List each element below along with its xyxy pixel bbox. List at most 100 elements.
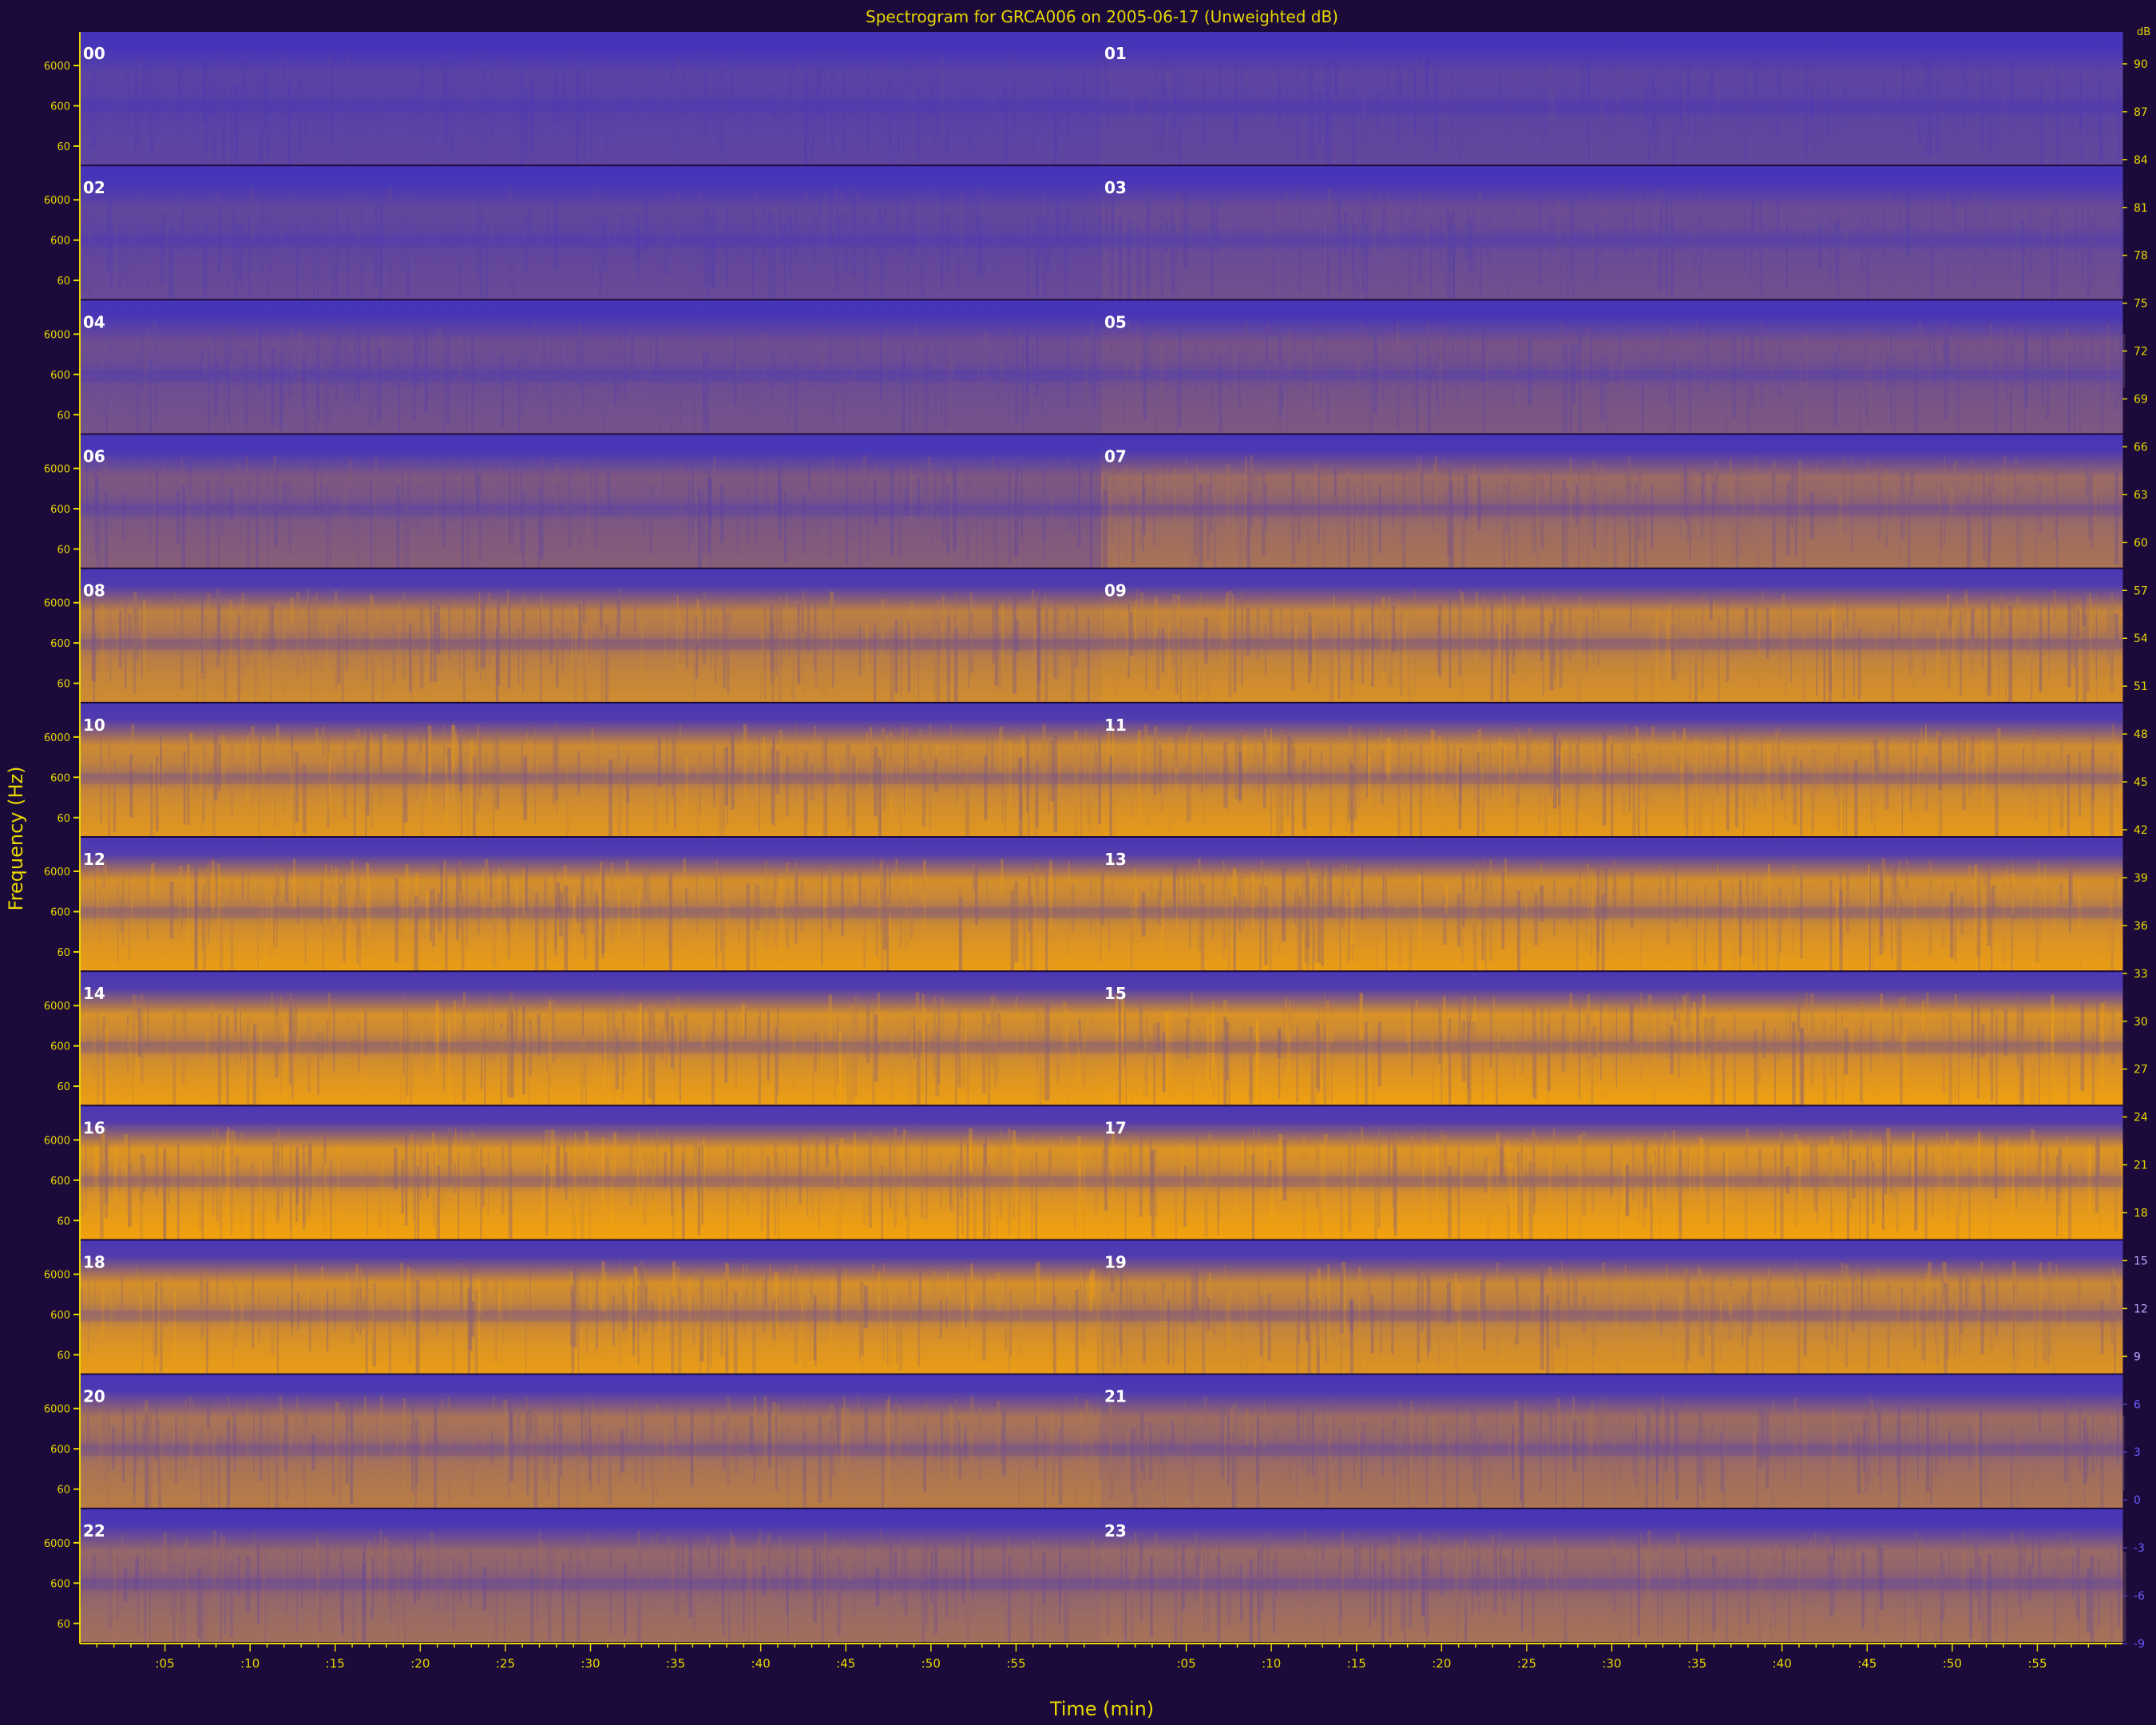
spectral-streak — [779, 878, 784, 963]
spectral-streak — [298, 69, 303, 163]
spectral-streak — [403, 1273, 406, 1336]
spectral-streak — [947, 214, 950, 276]
spectral-streak — [2035, 887, 2039, 962]
spectral-streak — [1686, 993, 1690, 1030]
spectral-streak — [1151, 1149, 1155, 1238]
spectral-streak — [606, 204, 610, 295]
spectral-streak — [556, 1145, 560, 1188]
spectral-streak — [95, 458, 97, 556]
spectral-streak — [2070, 603, 2073, 664]
spectral-streak — [981, 490, 985, 568]
spectral-streak — [434, 592, 438, 652]
spectral-streak — [145, 1413, 149, 1508]
spectral-streak — [1540, 81, 1544, 141]
spectral-streak — [543, 878, 548, 971]
spectral-streak — [2083, 1434, 2086, 1508]
spectral-streak — [722, 1420, 727, 1471]
spectral-streak — [1088, 753, 1090, 825]
spectral-streak — [1867, 1271, 1871, 1370]
spectral-streak — [630, 326, 632, 385]
spectral-streak — [1678, 1293, 1683, 1326]
spectral-streak — [462, 1006, 466, 1103]
spectral-streak — [1841, 1284, 1843, 1359]
spectral-streak — [1196, 1129, 1199, 1176]
spectral-streak — [1306, 1414, 1310, 1476]
spectral-streak — [1651, 624, 1654, 702]
spectral-streak — [1792, 1021, 1796, 1105]
spectral-streak — [762, 333, 767, 407]
spectral-streak — [1778, 338, 1781, 398]
spectral-streak — [248, 1009, 252, 1079]
spectral-streak — [637, 889, 640, 939]
spectral-streak — [1084, 732, 1087, 809]
spectral-streak — [975, 865, 978, 926]
spectral-streak — [295, 1264, 297, 1319]
spectral-streak — [961, 1291, 965, 1338]
spectral-streak — [214, 70, 217, 165]
spectral-streak — [435, 1005, 439, 1105]
spectral-streak — [904, 886, 908, 952]
spectral-streak — [768, 212, 773, 299]
spectral-streak — [560, 1403, 562, 1463]
spectral-streak — [919, 222, 922, 299]
spectral-streak — [1614, 335, 1617, 375]
spectral-streak — [1711, 466, 1714, 568]
spectral-streak — [642, 1156, 644, 1197]
spectral-streak — [941, 350, 942, 423]
spectral-streak — [1078, 1018, 1081, 1046]
spectral-streak — [1143, 1272, 1145, 1303]
spectral-streak — [1500, 1138, 1504, 1174]
spectrogram-panels — [80, 32, 2126, 1642]
spectral-streak — [979, 1407, 981, 1445]
spectral-streak — [1682, 995, 1686, 1083]
spectral-streak — [743, 724, 747, 806]
spectral-streak — [763, 1396, 767, 1469]
spectral-streak — [1703, 886, 1706, 966]
spectral-streak — [141, 1155, 146, 1192]
spectral-streak — [1356, 1029, 1357, 1105]
spectral-streak — [201, 1159, 204, 1239]
spectral-streak — [1236, 615, 1239, 684]
spectral-streak — [955, 1541, 957, 1620]
spectral-streak — [2005, 1140, 2010, 1221]
spectral-streak — [1882, 75, 1885, 116]
spectral-streak — [2040, 1148, 2045, 1227]
spectral-streak — [2110, 92, 2114, 136]
spectral-streak — [1077, 1023, 1080, 1083]
spectral-streak — [105, 491, 108, 568]
spectral-streak — [2114, 613, 2118, 642]
spectral-streak — [1177, 1021, 1180, 1070]
spectral-streak — [1486, 1157, 1490, 1239]
spectral-streak — [1590, 878, 1595, 920]
spectral-streak — [1880, 878, 1884, 937]
spectral-streak — [622, 1014, 624, 1075]
spectral-streak — [872, 999, 875, 1104]
spectral-streak — [738, 894, 740, 942]
spectral-streak — [1473, 889, 1476, 971]
spectral-streak — [1382, 874, 1385, 911]
spectral-streak — [1225, 1021, 1229, 1081]
spectral-streak — [1913, 1274, 1917, 1348]
spectral-streak — [1096, 81, 1099, 165]
spectral-streak — [818, 53, 822, 115]
spectral-streak — [1368, 80, 1371, 125]
spectral-streak — [2016, 992, 2019, 1066]
spectral-streak — [461, 343, 462, 409]
spectral-streak — [670, 357, 672, 434]
spectral-streak — [826, 1129, 829, 1167]
spectral-streak — [263, 58, 266, 135]
spectral-streak — [1373, 210, 1376, 260]
spectral-streak — [470, 1417, 474, 1497]
spectral-streak — [1896, 880, 1900, 971]
spectral-streak — [1521, 596, 1525, 684]
spectral-streak — [1793, 474, 1797, 508]
spectral-streak — [99, 1137, 104, 1239]
spectral-streak — [1831, 1409, 1836, 1468]
spectral-streak — [1988, 595, 1990, 688]
spectral-streak — [1282, 358, 1284, 406]
spectral-streak — [1830, 1273, 1834, 1343]
spectral-streak — [545, 1129, 549, 1160]
spectral-streak — [781, 475, 786, 515]
spectral-streak — [947, 603, 952, 657]
spectral-streak — [977, 351, 980, 433]
